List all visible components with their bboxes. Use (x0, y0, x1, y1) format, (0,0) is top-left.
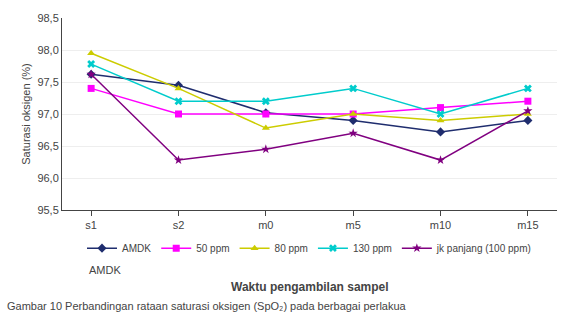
svg-text:m0: m0 (258, 219, 273, 231)
svg-text:95,5: 95,5 (37, 204, 58, 216)
svg-text:98,5: 98,5 (37, 12, 58, 24)
svg-text:Saturasi oksigen (%): Saturasi oksigen (%) (20, 63, 32, 165)
svg-text:Gambar 10 Perbandingan rataan: Gambar 10 Perbandingan rataan saturasi o… (7, 300, 407, 312)
svg-text:97,0: 97,0 (37, 108, 58, 120)
svg-text:50 ppm: 50 ppm (196, 243, 229, 254)
svg-text:97,5: 97,5 (37, 76, 58, 88)
svg-text:m10: m10 (430, 219, 451, 231)
svg-text:s2: s2 (173, 219, 185, 231)
svg-text:96,5: 96,5 (37, 140, 58, 152)
svg-text:98,0: 98,0 (37, 44, 58, 56)
svg-text:130 ppm: 130 ppm (353, 243, 392, 254)
svg-text:96,0: 96,0 (37, 172, 58, 184)
svg-text:jk panjang (100 ppm): jk panjang (100 ppm) (436, 243, 531, 254)
svg-text:80 ppm: 80 ppm (275, 243, 308, 254)
svg-text:Waktu pengambilan sampel: Waktu pengambilan sampel (231, 280, 389, 294)
svg-text:AMDK: AMDK (122, 243, 151, 254)
svg-text:m15: m15 (517, 219, 538, 231)
svg-text:AMDK: AMDK (89, 264, 121, 276)
svg-text:s1: s1 (85, 219, 97, 231)
svg-text:m5: m5 (346, 219, 361, 231)
